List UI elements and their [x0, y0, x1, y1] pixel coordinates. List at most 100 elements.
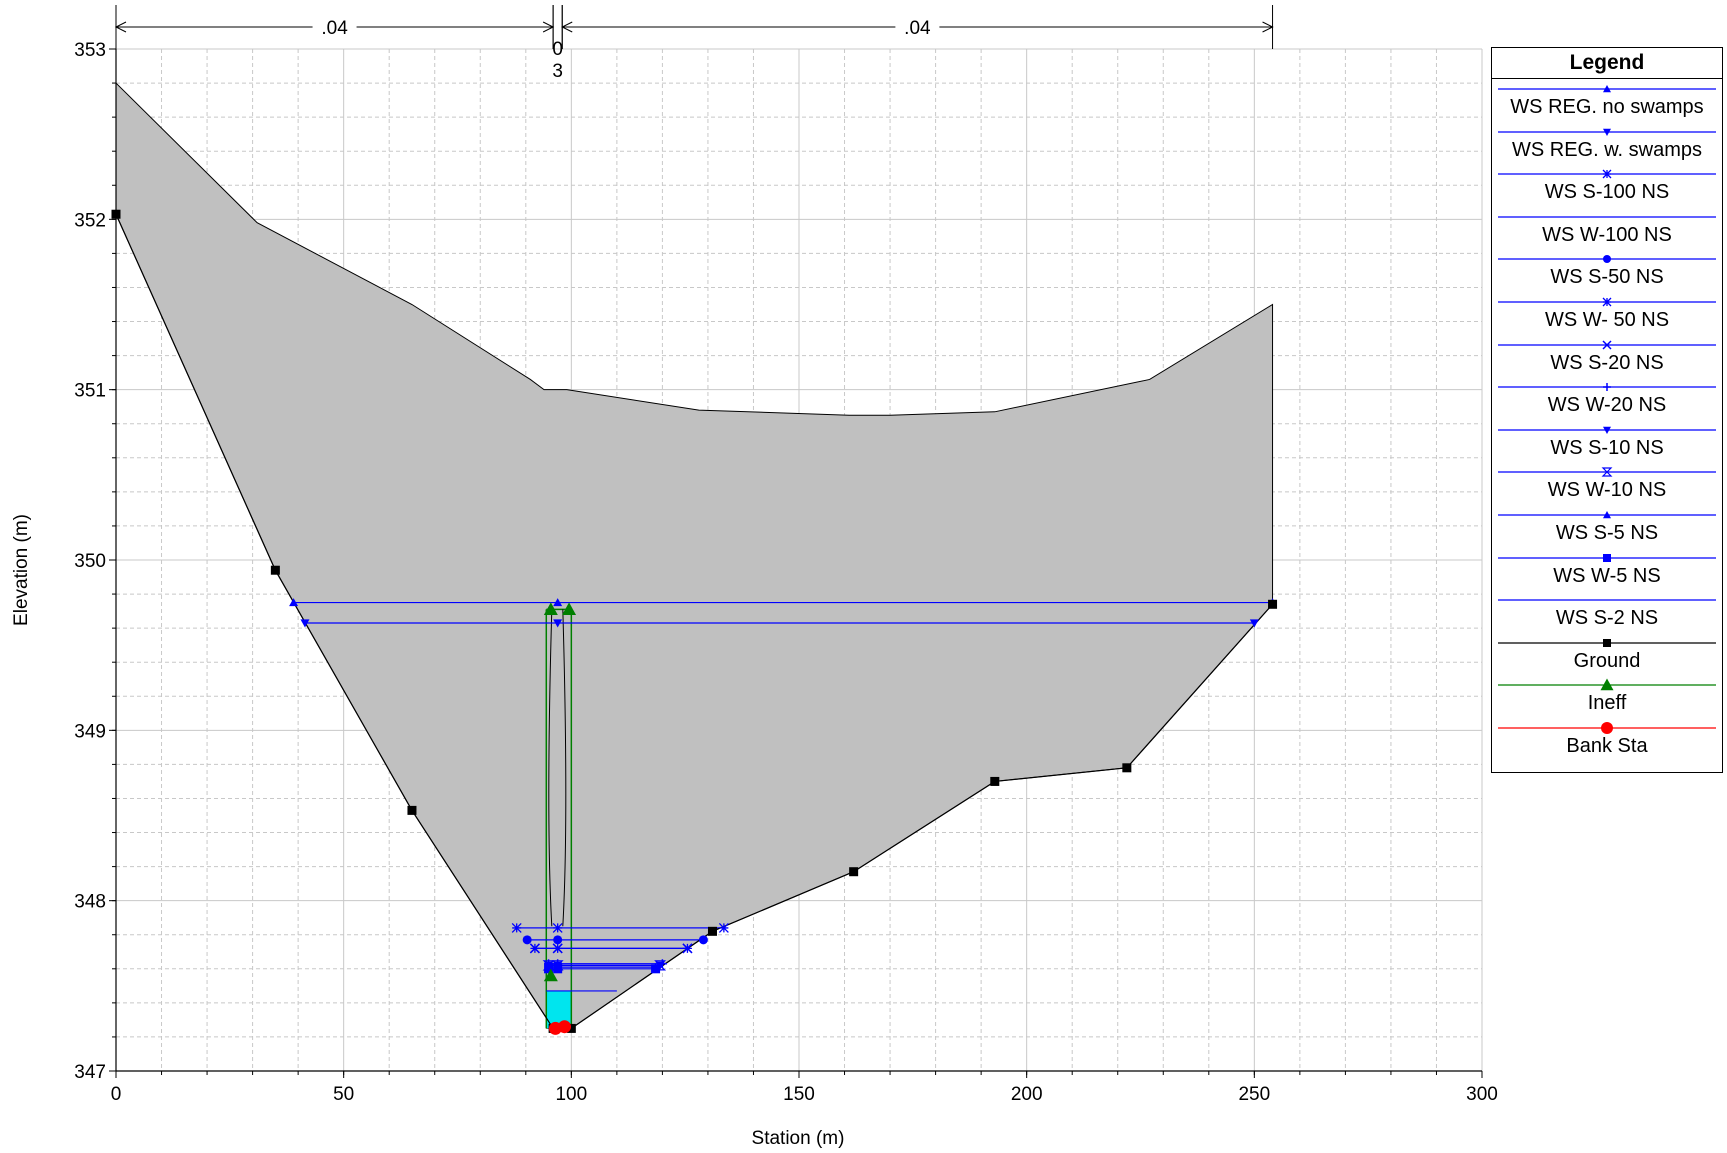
legend-item: WS REG. w. swamps — [1492, 122, 1722, 165]
ineff-curve — [548, 609, 567, 927]
legend-item: WS W-100 NS — [1492, 207, 1722, 250]
legend-swatch — [1498, 297, 1716, 307]
legend-item-label: WS S-2 NS — [1555, 607, 1659, 630]
legend-swatch — [1498, 255, 1716, 264]
ws-marker-11-2 — [651, 964, 661, 974]
ws-marker-6-2 — [682, 943, 693, 954]
y-tick-label-6: 353 — [74, 40, 106, 61]
ws-marker-1-1 — [553, 619, 563, 628]
legend-item: WS REG. no swamps — [1492, 79, 1722, 122]
legend-item-label: WS S-100 NS — [1544, 181, 1670, 204]
legend-item: WS S-20 NS — [1492, 335, 1722, 378]
x-tick-label-2: 100 — [555, 1084, 587, 1105]
x-tick-label-4: 200 — [1011, 1084, 1043, 1105]
ground-point-2 — [407, 805, 417, 815]
ws-marker-6-0 — [529, 943, 540, 954]
legend-item-label: WS S-5 NS — [1555, 522, 1659, 544]
y-tick-label-5: 352 — [74, 210, 106, 231]
legend-swatch — [1498, 467, 1716, 477]
legend-swatch — [1498, 426, 1716, 434]
bank-station-1 — [558, 1020, 572, 1034]
legend-item-label: WS S-20 NS — [1550, 351, 1664, 374]
n-value-label-1-1: 3 — [552, 61, 563, 82]
ws-marker-4-1 — [553, 935, 563, 945]
legend-swatch — [1498, 383, 1716, 392]
y-tick-label-0: 347 — [74, 1062, 106, 1083]
ws-marker-4-2 — [698, 935, 708, 945]
legend-item-label: Ground — [1573, 649, 1641, 672]
x-axis-label: Station (m) — [752, 1128, 845, 1149]
x-tick-label-5: 250 — [1238, 1084, 1270, 1105]
legend-swatch — [1498, 553, 1716, 562]
ground-point-5 — [707, 926, 717, 936]
legend-swatch-marker — [1602, 340, 1612, 350]
n-arrowhead-2 — [561, 21, 573, 33]
legend-item: Ground — [1492, 633, 1722, 676]
ws-marker-1-2 — [1249, 619, 1259, 628]
ground-point-1 — [270, 565, 280, 575]
ground-point-6 — [849, 867, 859, 877]
ws-marker-11-0 — [544, 964, 554, 974]
legend-title: Legend — [1492, 48, 1722, 79]
y-tick-label-2: 349 — [74, 721, 106, 742]
legend-item-label: WS REG. no swamps — [1510, 96, 1704, 118]
n-arrowhead-2b — [1262, 21, 1274, 33]
legend-swatch-marker — [1603, 255, 1611, 264]
legend-swatch — [1498, 169, 1716, 179]
legend-swatch-marker — [1601, 467, 1613, 477]
legend-swatch-marker — [1603, 638, 1611, 647]
legend-item-label: WS REG. w. swamps — [1511, 138, 1703, 161]
legend-swatch — [1498, 678, 1716, 691]
legend-item: WS S-5 NS — [1492, 505, 1722, 548]
legend-item: Ineff — [1492, 675, 1722, 718]
legend-item: Bank Sta — [1492, 718, 1722, 761]
y-tick-label-3: 350 — [74, 551, 106, 572]
legend-item: WS S-100 NS — [1492, 164, 1722, 207]
legend-item: WS W-5 NS — [1492, 548, 1722, 591]
legend-swatch — [1498, 511, 1716, 519]
legend-swatch — [1498, 128, 1716, 136]
legend-swatch — [1498, 85, 1716, 93]
legend-item: WS W-20 NS — [1492, 377, 1722, 420]
ineff-marker-2 — [543, 968, 558, 982]
legend-item-label: WS W-20 NS — [1547, 394, 1667, 417]
legend: Legend WS REG. no swamps WS REG. w. swamp… — [1491, 47, 1723, 773]
ws-marker-0-1 — [553, 598, 563, 607]
legend-item-label: WS S-10 NS — [1550, 436, 1664, 459]
x-tick-label-6: 300 — [1466, 1084, 1498, 1105]
ws-marker-2-1 — [552, 922, 563, 933]
legend-item: WS W-10 NS — [1492, 462, 1722, 505]
legend-item-label: Ineff — [1587, 692, 1627, 715]
legend-swatch-marker — [1603, 85, 1611, 93]
ws-marker-2-2 — [718, 922, 729, 933]
legend-swatch — [1498, 599, 1716, 601]
x-tick-label-1: 50 — [333, 1084, 354, 1105]
y-axis-label: Elevation (m) — [11, 514, 32, 626]
legend-swatch — [1498, 722, 1716, 734]
ws-marker-6-1 — [552, 943, 563, 954]
legend-swatch — [1498, 216, 1716, 218]
legend-item: WS S-50 NS — [1492, 249, 1722, 292]
ground-point-4 — [566, 1023, 576, 1033]
legend-swatch-marker — [1603, 128, 1611, 136]
legend-swatch-marker — [1603, 426, 1611, 434]
legend-item: WS S-10 NS — [1492, 420, 1722, 463]
legend-swatch-marker — [1600, 678, 1614, 691]
legend-item-label: WS W-100 NS — [1542, 223, 1672, 246]
x-tick-label-0: 0 — [111, 1084, 122, 1105]
y-tick-label-4: 351 — [74, 381, 106, 402]
legend-item: WS W- 50 NS — [1492, 292, 1722, 335]
ineff-marker-1 — [562, 602, 577, 615]
legend-swatch-marker — [1602, 297, 1612, 307]
legend-swatch-marker — [1603, 511, 1611, 519]
legend-swatch — [1498, 638, 1716, 647]
ground-line — [115, 213, 1273, 1030]
ground-point-9 — [1268, 599, 1278, 609]
legend-item-label: WS W-5 NS — [1553, 564, 1661, 587]
legend-swatch-marker — [1603, 553, 1611, 562]
n-arrowhead-0 — [114, 21, 127, 33]
x-tick-label-3: 150 — [783, 1084, 815, 1105]
legend-item-label: WS S-50 NS — [1550, 266, 1664, 289]
y-tick-label-1: 348 — [74, 892, 106, 913]
